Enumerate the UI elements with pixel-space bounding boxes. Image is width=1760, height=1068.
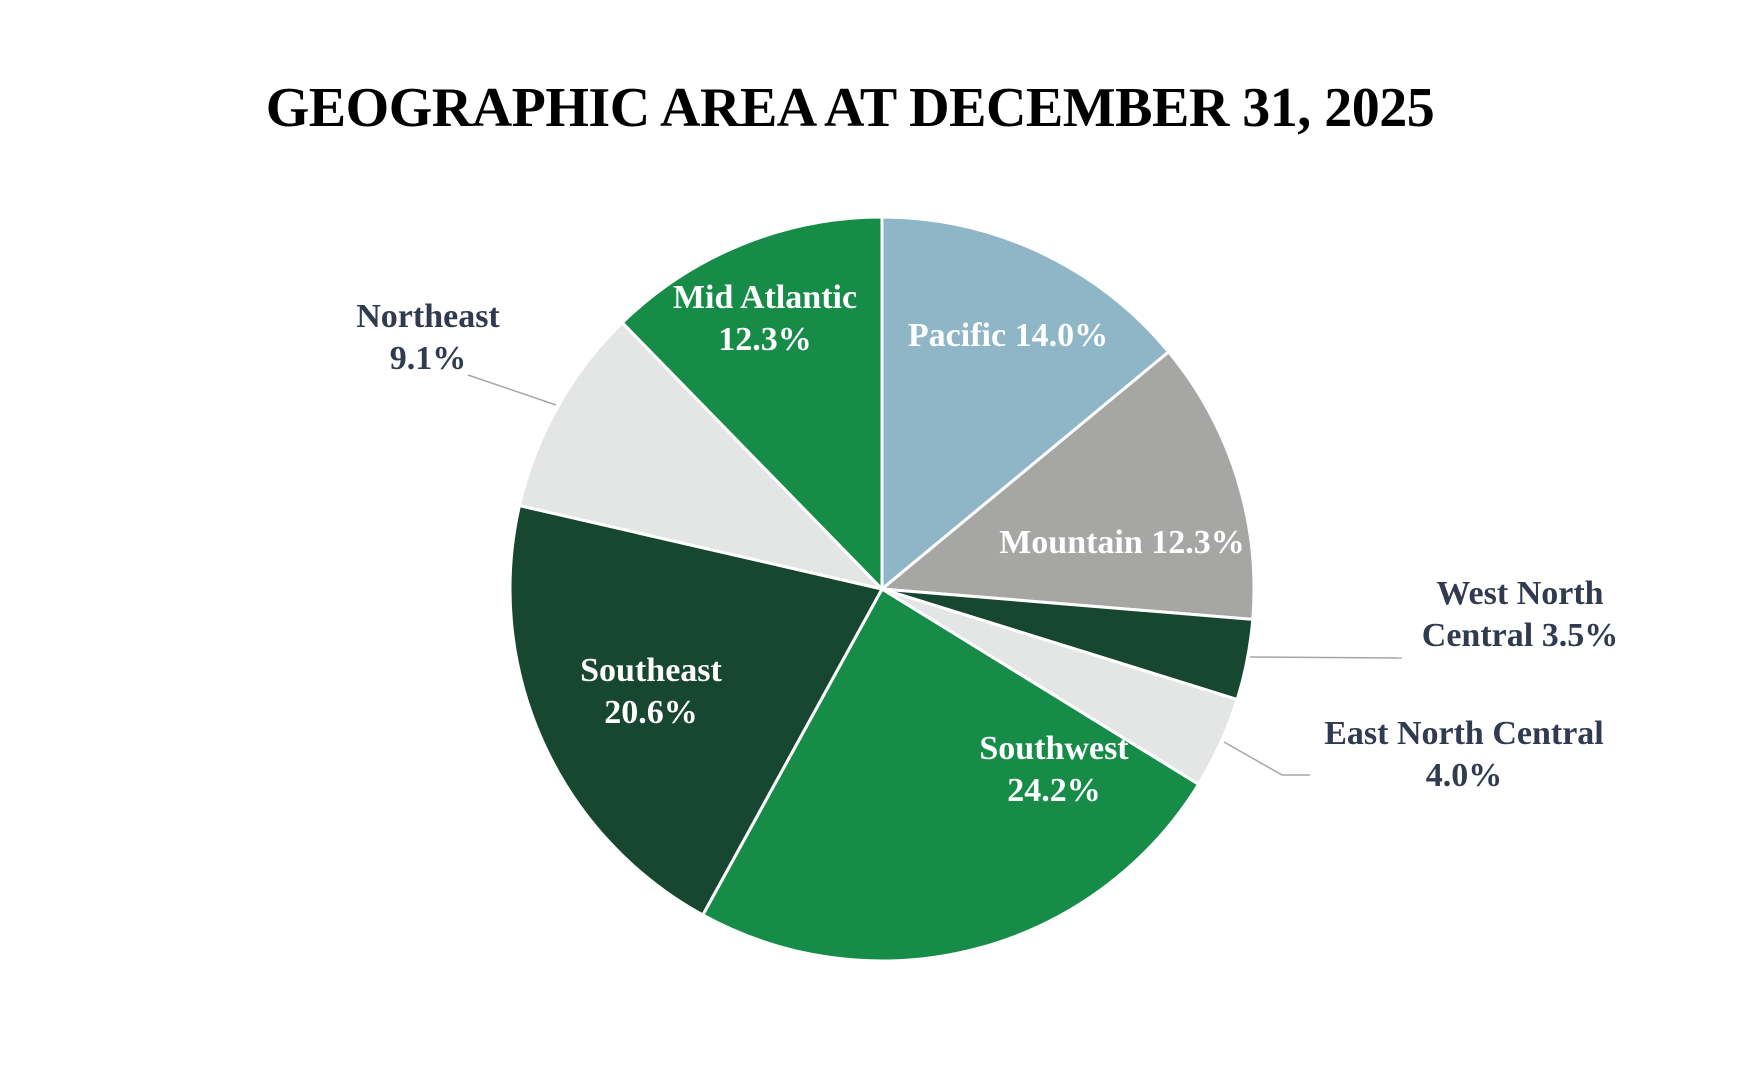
slice-label-west-north-central: West North Central 3.5%	[1422, 575, 1618, 654]
pie-slice-mountain	[880, 350, 1256, 621]
slice-label-pacific: Pacific 14.0%	[908, 317, 1108, 354]
slice-label-value: 12.3%	[718, 321, 812, 358]
slice-label-value: Mountain 12.3%	[999, 524, 1245, 561]
leader-line-northeast	[467, 374, 557, 406]
leader-line-east-north-central	[1223, 741, 1310, 776]
slice-label-northeast: Northeast 9.1%	[356, 298, 500, 377]
slice-label-east-north-central: East North Central 4.0%	[1324, 715, 1604, 794]
pie-slices	[508, 215, 1256, 963]
slice-labels: Pacific 14.0% Mountain 12.3% West North Cen…	[356, 279, 1618, 809]
slice-label-name: West North	[1436, 575, 1603, 612]
slice-label-name: Southwest	[979, 730, 1129, 767]
slice-label-southeast: Southeast 20.6%	[580, 652, 722, 731]
slice-label-value: 24.2%	[1007, 772, 1101, 809]
slice-label-name: Northeast	[356, 298, 500, 335]
slice-label-name: East North Central	[1324, 715, 1604, 752]
pie-slice-southeast	[508, 504, 884, 917]
slice-label-value: 4.0%	[1426, 757, 1503, 794]
pie-slice-mid-atlantic	[620, 215, 884, 591]
slice-label-value: 9.1%	[390, 340, 467, 377]
leader-lines	[467, 374, 1403, 776]
slice-label-name: Southeast	[580, 652, 722, 689]
slice-label-value: Pacific 14.0%	[908, 317, 1108, 354]
slice-label-southwest: Southwest 24.2%	[979, 730, 1129, 809]
chart-title: GEOGRAPHIC AREA AT DECEMBER 31, 2025	[265, 77, 1435, 139]
slice-label-mountain: Mountain 12.3%	[999, 524, 1245, 561]
pie-slice-southwest	[701, 587, 1201, 963]
slice-label-mid-atlantic: Mid Atlantic 12.3%	[673, 279, 857, 358]
slice-label-value: 20.6%	[604, 694, 698, 731]
pie-slice-northeast	[517, 321, 884, 591]
pie-slice-pacific	[880, 215, 1171, 591]
slice-label-name: Mid Atlantic	[673, 279, 857, 316]
leader-line-west-north-central	[1249, 656, 1403, 659]
slice-label-value: Central 3.5%	[1422, 617, 1618, 654]
